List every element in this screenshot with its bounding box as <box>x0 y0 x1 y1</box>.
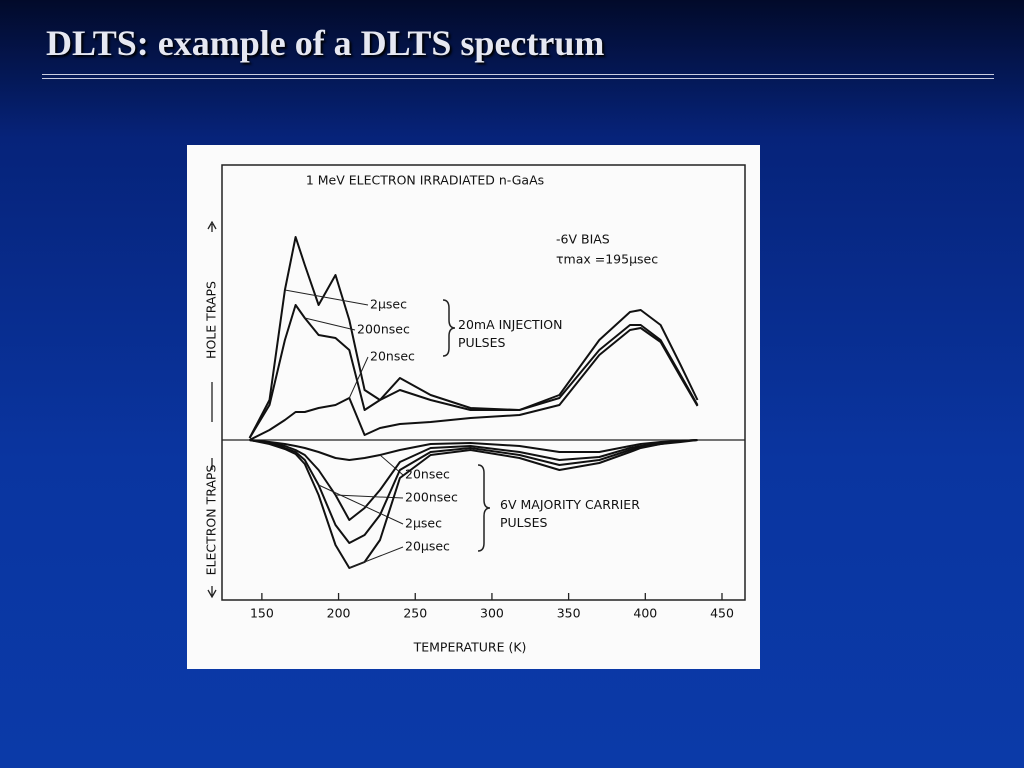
leader-line <box>348 356 369 399</box>
chart-title: 1 MeV ELECTRON IRRADIATED n-GaAs <box>306 173 544 188</box>
leader-line <box>318 484 404 525</box>
series-label: 20μsec <box>405 539 450 554</box>
series-line <box>249 439 698 521</box>
x-tick-label: 400 <box>633 606 657 621</box>
axis-arrows <box>207 220 217 599</box>
title-rule <box>42 74 994 75</box>
x-tick-label: 450 <box>710 606 734 621</box>
series-line <box>248 236 699 439</box>
x-tick-label: 200 <box>327 606 351 621</box>
series-label: 200nsec <box>357 322 410 337</box>
series-line <box>249 439 698 544</box>
y-axis-label: ELECTRON TRAPS <box>204 465 219 576</box>
figure-background <box>187 145 760 669</box>
annotation: -6V BIAS <box>556 232 610 247</box>
title-rule <box>42 78 994 79</box>
leader-line <box>284 289 369 306</box>
leader-line <box>335 494 404 499</box>
x-tick-label: 350 <box>557 606 581 621</box>
y-axis-label: HOLE TRAPS <box>204 281 219 359</box>
slide-title: DLTS: example of a DLTS spectrum <box>46 23 605 63</box>
series-line <box>248 304 699 439</box>
x-tick-label: 150 <box>250 606 274 621</box>
series-label: 200nsec <box>405 490 458 505</box>
series-line <box>249 327 699 441</box>
annotation: τmax =195μsec <box>556 252 658 267</box>
series-label: 20nsec <box>405 467 450 482</box>
series-line <box>249 439 698 461</box>
series-line <box>249 439 698 569</box>
plot-frame <box>221 164 746 601</box>
bracket <box>477 464 491 552</box>
x-tick-label: 250 <box>403 606 427 621</box>
series-label: 2μsec <box>405 516 442 531</box>
bracket <box>442 299 456 357</box>
x-tick-label: 300 <box>480 606 504 621</box>
leader-line <box>349 546 404 569</box>
series-label: 20nsec <box>370 349 415 364</box>
annotation: 20mA INJECTION PULSES <box>458 317 562 350</box>
annotation: 6V MAJORITY CARRIER PULSES <box>500 497 640 530</box>
series-label: 2μsec <box>370 297 407 312</box>
leader-line <box>304 317 356 331</box>
x-axis-label: TEMPERATURE (K) <box>413 640 527 655</box>
